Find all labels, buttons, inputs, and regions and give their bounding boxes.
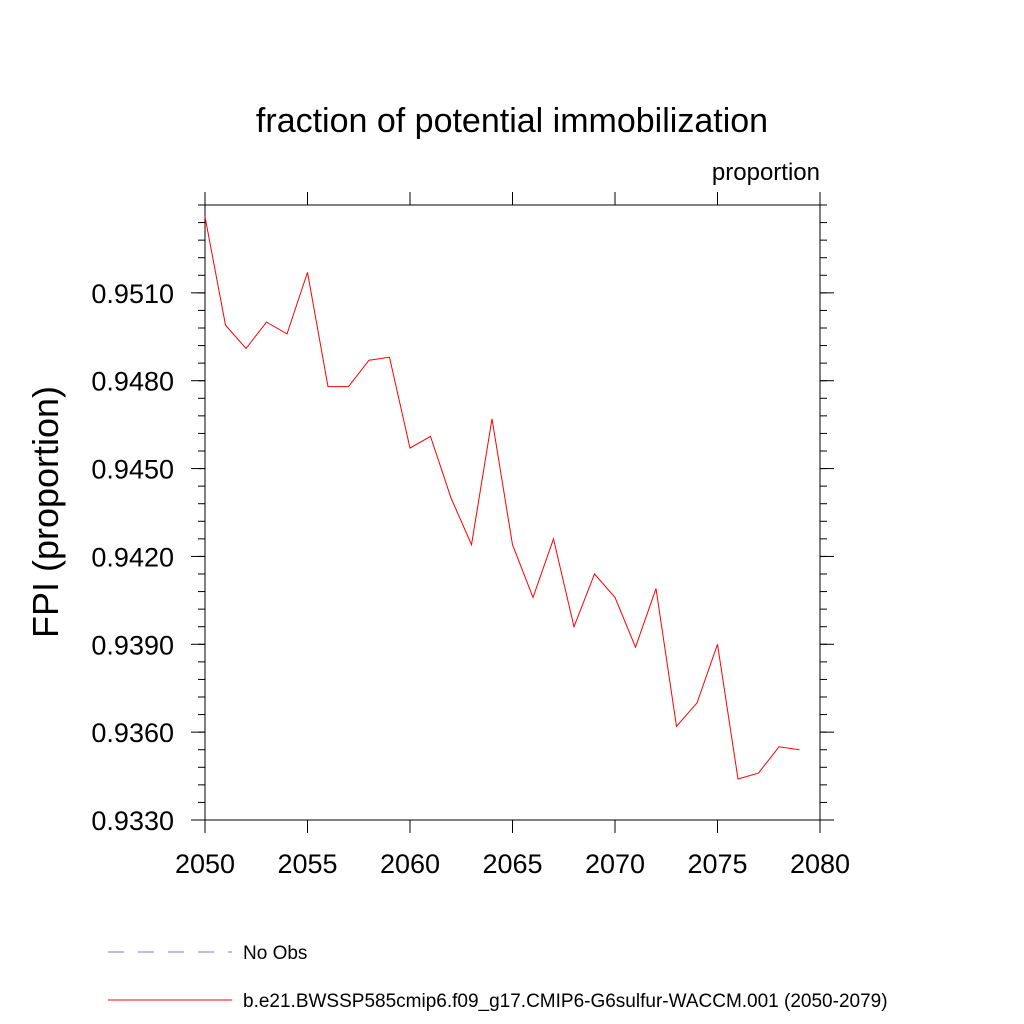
- chart-title: fraction of potential immobilization: [256, 102, 768, 140]
- legend-label-waccm: b.e21.BWSSP585cmip6.f09_g17.CMIP6-G6sulf…: [243, 991, 888, 1012]
- y-axis: 0.9330 0.9360 0.9390 0.9420 0.9450 0.9480 0.95…: [91, 204, 834, 836]
- x-tick-label: 2055: [277, 849, 337, 879]
- x-tick-label: 2065: [482, 849, 542, 879]
- x-tick-label: 2075: [687, 849, 747, 879]
- legend: No Obs b.e21.BWSSP585cmip6.f09_g17.CMIP6…: [108, 943, 888, 1012]
- series-line-0: [204, 216, 800, 780]
- y-tick-label: 0.9510: [91, 279, 174, 309]
- y-tick-label: 0.9390: [91, 630, 174, 660]
- x-tick-label: 2060: [380, 849, 440, 879]
- units-label: proportion: [712, 159, 820, 186]
- y-tick-label: 0.9480: [91, 367, 174, 397]
- y-tick-label: 0.9450: [91, 455, 174, 485]
- x-tick-label: 2050: [175, 849, 235, 879]
- x-axis: 2050 2055 2060 2065 2070 2075 2080: [175, 192, 850, 879]
- y-axis-label: FPI (proportion): [25, 386, 66, 638]
- series-layer: [204, 216, 800, 780]
- y-tick-label: 0.9420: [91, 542, 174, 572]
- x-tick-label: 2070: [585, 849, 645, 879]
- y-tick-label: 0.9360: [91, 718, 174, 748]
- y-tick-label: 0.9330: [91, 806, 174, 836]
- x-tick-label: 2080: [790, 849, 850, 879]
- legend-label-no-obs: No Obs: [243, 943, 307, 964]
- plot-frame: [204, 204, 821, 821]
